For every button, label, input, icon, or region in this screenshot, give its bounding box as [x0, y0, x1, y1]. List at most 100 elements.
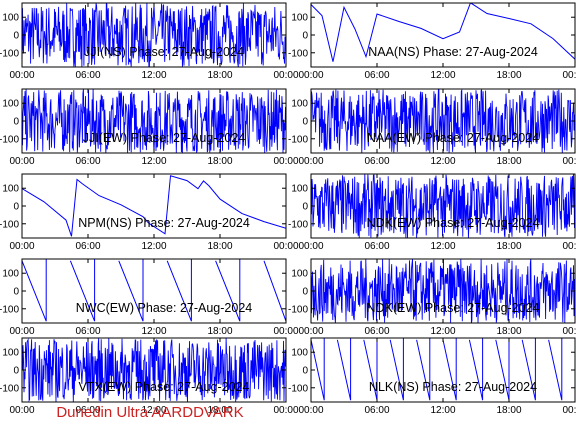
panel-title: JJI(EW) Phase: 27-Aug-2024 [83, 131, 246, 145]
y-tick-label: 0 [13, 366, 19, 377]
x-tick-label: 12:00 [430, 241, 455, 252]
y-tick-label: 0 [302, 287, 308, 298]
x-tick-label: 00:00 [562, 241, 576, 252]
x-tick-label: 18:00 [207, 405, 232, 416]
panel-title: VTX(EW) Phase: 27-Aug-2024 [79, 380, 250, 394]
panel-7: 100 0 -100 00:00 06:00 12:00 18:00 00:00 NWC(EW)… [0, 258, 299, 337]
y-tick-label: -100 [0, 48, 19, 59]
x-tick-label: 18:00 [496, 326, 521, 337]
panel-9: 100 0 -100 00:00 06:00 12:00 18:00 00:00 VTX(EW)… [0, 337, 299, 416]
y-tick-label: 0 [302, 31, 308, 42]
phase-trace [22, 338, 286, 402]
phase-trace [22, 175, 286, 237]
y-tick-label: 100 [291, 184, 308, 195]
y-tick-label: 0 [302, 366, 308, 377]
y-tick-label: -100 [0, 304, 19, 315]
y-tick-label: 100 [291, 13, 308, 24]
y-tick-label: -100 [288, 304, 308, 315]
y-tick-label: -100 [0, 219, 19, 230]
x-tick-label: 00:00 [9, 70, 34, 81]
x-tick-label: 12:00 [430, 405, 455, 416]
x-tick-label: 06:00 [364, 241, 389, 252]
x-tick-label: 12:00 [141, 326, 166, 337]
x-tick-label: 00:00 [562, 70, 576, 81]
y-tick-label: 0 [13, 31, 19, 42]
x-tick-label: 12:00 [141, 241, 166, 252]
panel-title: JJI(NS) Phase: 27-Aug-2024 [84, 45, 244, 59]
x-tick-label: 06:00 [75, 326, 100, 337]
phase-trace [311, 3, 575, 62]
x-tick-label: 00:00 [273, 70, 298, 81]
x-tick-label: 18:00 [496, 241, 521, 252]
x-tick-label: 00:00 [273, 405, 298, 416]
x-tick-label: 00:00 [273, 241, 298, 252]
x-tick-label: 06:00 [75, 241, 100, 252]
x-tick-label: 06:00 [75, 70, 100, 81]
y-tick-label: 100 [291, 269, 308, 280]
x-tick-label: 18:00 [207, 156, 232, 167]
y-tick-label: -100 [288, 48, 308, 59]
panel-title: NWC(EW) Phase: 27-Aug-2024 [76, 301, 253, 315]
panel-title: NDK(EW) Phase: 27-Aug-2024 [367, 301, 540, 315]
x-tick-label: 00:00 [298, 241, 323, 252]
x-tick-label: 18:00 [496, 156, 521, 167]
x-tick-label: 18:00 [207, 241, 232, 252]
y-tick-label: -100 [288, 134, 308, 145]
x-tick-label: 00:00 [273, 156, 298, 167]
x-tick-label: 12:00 [141, 156, 166, 167]
x-tick-label: 06:00 [364, 156, 389, 167]
y-tick-label: 100 [2, 348, 19, 359]
y-tick-label: 0 [302, 202, 308, 213]
x-tick-label: 06:00 [75, 156, 100, 167]
y-tick-label: 100 [291, 99, 308, 110]
x-tick-label: 00:00 [273, 326, 298, 337]
y-tick-label: 0 [13, 117, 19, 128]
x-tick-label: 06:00 [364, 405, 389, 416]
y-tick-label: 100 [2, 269, 19, 280]
panel-3: 100 0 -100 00:00 06:00 12:00 18:00 00:00 JJI(EW)… [0, 88, 299, 167]
x-tick-label: 00:00 [9, 241, 34, 252]
y-tick-label: 0 [13, 202, 19, 213]
panel-6: 100 0 -100 00:00 06:00 12:00 18:00 00:00 NDK(EW)… [288, 173, 576, 252]
x-tick-label: 06:00 [364, 70, 389, 81]
panel-5: 100 0 -100 00:00 06:00 12:00 18:00 00:00 NPM(NS)… [0, 173, 299, 252]
phase-trace [22, 259, 286, 322]
y-tick-label: 100 [2, 184, 19, 195]
x-tick-label: 00:00 [298, 70, 323, 81]
panel-title: NDK(EW) Phase: 27-Aug-2024 [367, 216, 540, 230]
x-tick-label: 00:00 [298, 326, 323, 337]
x-tick-label: 12:00 [430, 326, 455, 337]
x-tick-label: 12:00 [141, 405, 166, 416]
x-tick-label: 18:00 [207, 326, 232, 337]
x-tick-label: 12:00 [430, 156, 455, 167]
panel-10: 100 0 -100 00:00 06:00 12:00 18:00 00:00 NLK(NS)… [288, 337, 576, 416]
y-tick-label: 0 [13, 287, 19, 298]
y-tick-label: -100 [0, 383, 19, 394]
x-tick-label: 00:00 [562, 156, 576, 167]
x-tick-label: 00:00 [562, 405, 576, 416]
phase-trace [311, 89, 575, 153]
y-tick-label: -100 [288, 383, 308, 394]
x-tick-label: 00:00 [9, 326, 34, 337]
panel-1: 100 0 -100 00:00 06:00 12:00 18:00 00:00 JJI(NS)… [0, 2, 299, 81]
x-tick-label: 00:00 [298, 405, 323, 416]
x-tick-label: 00:00 [9, 156, 34, 167]
panel-4: 100 0 -100 00:00 06:00 12:00 18:00 00:00 NAA(EW)… [288, 88, 576, 167]
panel-title: NPM(NS) Phase: 27-Aug-2024 [78, 216, 250, 230]
x-tick-label: 06:00 [75, 405, 100, 416]
panel-8: 100 0 -100 00:00 06:00 12:00 18:00 00:00 NDK(EW)… [288, 258, 576, 337]
panel-title: NLK(NS) Phase: 27-Aug-2024 [369, 380, 537, 394]
x-tick-label: 06:00 [364, 326, 389, 337]
x-tick-label: 00:00 [9, 405, 34, 416]
x-tick-label: 18:00 [496, 405, 521, 416]
x-tick-label: 00:00 [562, 326, 576, 337]
x-tick-label: 18:00 [207, 70, 232, 81]
panel-title: NAA(EW) Phase: 27-Aug-2024 [367, 131, 539, 145]
y-tick-label: 100 [2, 99, 19, 110]
y-tick-label: 0 [302, 117, 308, 128]
x-tick-label: 12:00 [430, 70, 455, 81]
y-tick-label: -100 [288, 219, 308, 230]
x-tick-label: 12:00 [141, 70, 166, 81]
phase-trace [311, 174, 575, 238]
